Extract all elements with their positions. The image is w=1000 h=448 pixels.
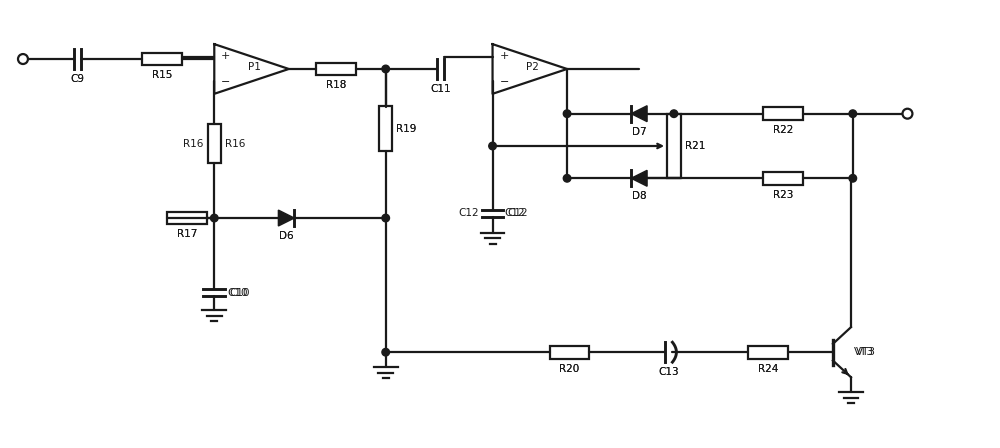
Text: −: − bbox=[221, 78, 231, 87]
Bar bbox=[763, 107, 803, 120]
Bar bbox=[167, 211, 207, 224]
Bar bbox=[208, 124, 221, 164]
Circle shape bbox=[382, 214, 389, 222]
Bar bbox=[748, 346, 788, 359]
Text: C10: C10 bbox=[227, 288, 248, 297]
Bar bbox=[316, 63, 356, 75]
Text: R15: R15 bbox=[152, 70, 172, 81]
Text: D7: D7 bbox=[632, 127, 646, 137]
Text: P1: P1 bbox=[248, 62, 261, 72]
Text: R18: R18 bbox=[326, 80, 346, 90]
Bar bbox=[379, 106, 392, 151]
Text: VT3: VT3 bbox=[854, 347, 874, 357]
Text: D6: D6 bbox=[279, 231, 294, 241]
Text: C9: C9 bbox=[71, 74, 85, 84]
Text: VT3: VT3 bbox=[856, 347, 876, 357]
Polygon shape bbox=[631, 170, 647, 186]
Circle shape bbox=[849, 175, 857, 182]
Text: R19: R19 bbox=[396, 124, 417, 134]
Text: C13: C13 bbox=[659, 367, 679, 377]
Text: R17: R17 bbox=[177, 229, 197, 240]
Text: R19: R19 bbox=[396, 124, 417, 134]
Polygon shape bbox=[631, 106, 647, 122]
Text: R24: R24 bbox=[758, 364, 779, 374]
Text: R23: R23 bbox=[773, 190, 793, 200]
Text: R16: R16 bbox=[183, 138, 204, 148]
Text: R16: R16 bbox=[225, 138, 245, 148]
Text: −: − bbox=[500, 78, 509, 87]
Text: R23: R23 bbox=[773, 190, 793, 200]
Circle shape bbox=[849, 110, 857, 117]
Text: C13: C13 bbox=[659, 367, 679, 377]
Text: R15: R15 bbox=[152, 70, 172, 81]
Circle shape bbox=[382, 349, 389, 356]
Bar bbox=[763, 172, 803, 185]
Circle shape bbox=[563, 175, 571, 182]
Text: +: + bbox=[500, 51, 509, 60]
Circle shape bbox=[670, 110, 678, 117]
Text: D8: D8 bbox=[632, 191, 646, 201]
Text: D7: D7 bbox=[632, 127, 646, 137]
Circle shape bbox=[563, 110, 571, 117]
Text: R21: R21 bbox=[685, 141, 705, 151]
Text: R22: R22 bbox=[773, 125, 793, 135]
Text: C11: C11 bbox=[430, 84, 451, 94]
Text: P2: P2 bbox=[526, 62, 539, 72]
Text: R20: R20 bbox=[559, 364, 580, 374]
Bar bbox=[667, 114, 681, 178]
Text: R21: R21 bbox=[685, 141, 705, 151]
Text: C12: C12 bbox=[458, 208, 479, 218]
Text: C9: C9 bbox=[71, 74, 85, 84]
Text: C12: C12 bbox=[507, 208, 528, 218]
Text: D8: D8 bbox=[632, 191, 646, 201]
Text: C11: C11 bbox=[430, 84, 451, 94]
Text: R18: R18 bbox=[326, 80, 346, 90]
Circle shape bbox=[382, 65, 389, 73]
Circle shape bbox=[489, 142, 496, 150]
Circle shape bbox=[211, 214, 218, 222]
Bar bbox=[550, 346, 589, 359]
Text: D6: D6 bbox=[279, 231, 294, 241]
Text: R24: R24 bbox=[758, 364, 779, 374]
Text: R20: R20 bbox=[559, 364, 580, 374]
Polygon shape bbox=[278, 210, 294, 226]
Text: C10: C10 bbox=[229, 288, 250, 297]
Text: R22: R22 bbox=[773, 125, 793, 135]
Bar bbox=[142, 52, 182, 65]
Text: C12: C12 bbox=[504, 208, 525, 218]
Text: +: + bbox=[221, 51, 231, 60]
Text: R17: R17 bbox=[177, 229, 197, 240]
